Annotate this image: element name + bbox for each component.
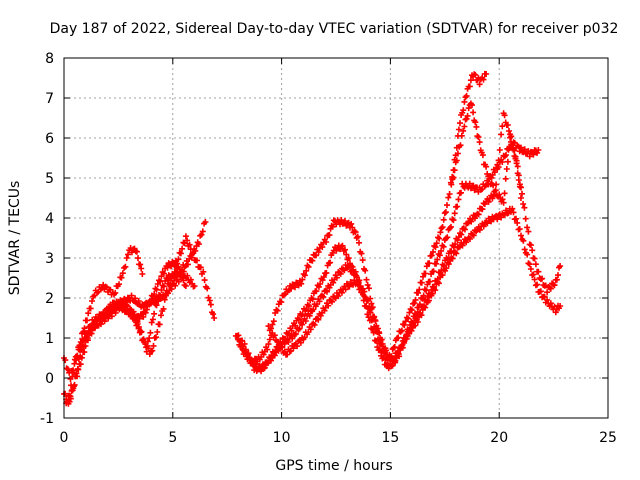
y-tick-label: 6 (45, 131, 54, 147)
series-markers (235, 138, 542, 374)
series-track-2 (61, 233, 218, 405)
plot-frame (63, 57, 609, 419)
x-axis-label: GPS time / hours (275, 458, 392, 474)
y-tick-label: 3 (45, 251, 54, 267)
x-tick-label: 15 (381, 430, 399, 446)
y-axis-label: SDTVAR / TECUs (7, 181, 23, 296)
x-tick-label: 25 (599, 430, 617, 446)
y-tick-label: 0 (45, 371, 54, 387)
x-tick-label: 20 (490, 430, 508, 446)
series-track-9 (265, 205, 564, 368)
data-markers (61, 70, 564, 407)
y-tick-label: -1 (40, 411, 54, 427)
y-tick-label: 1 (45, 331, 54, 347)
x-tick-label: 5 (168, 430, 177, 446)
chart-title: Day 187 of 2022, Sidereal Day-to-day VTE… (50, 21, 619, 37)
series-track-7 (235, 138, 542, 374)
series-track-10 (448, 100, 524, 206)
series-markers (108, 263, 189, 358)
y-tick-label: 5 (45, 171, 54, 187)
y-tick-label: 2 (45, 291, 54, 307)
series-track-5 (108, 263, 189, 358)
y-tick-label: 8 (45, 51, 54, 67)
series-markers (448, 100, 524, 206)
x-tick-label: 0 (60, 430, 69, 446)
y-tick-label: 7 (45, 91, 54, 107)
grid-lines (64, 58, 608, 418)
series-markers (61, 233, 218, 405)
axis-ticks: 0 5 10 15 20 25 -1 0 1 2 3 4 5 6 7 8 (40, 51, 617, 446)
y-tick-label: 4 (45, 211, 54, 227)
series-markers (265, 205, 564, 368)
x-tick-label: 10 (273, 430, 291, 446)
